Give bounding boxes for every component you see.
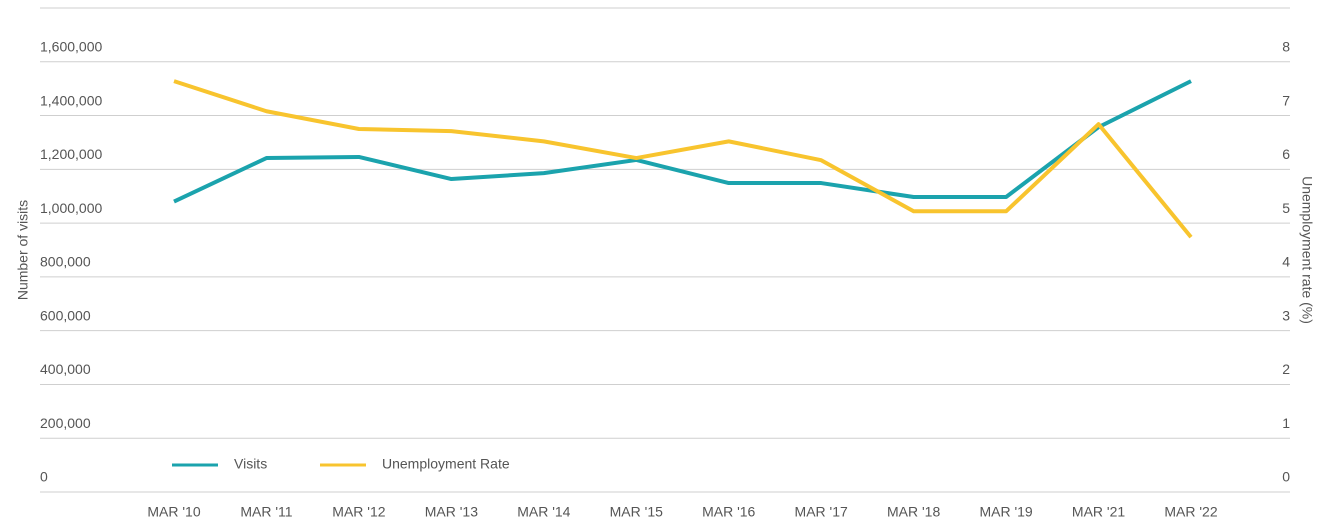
- y2-tick-label: 2: [1282, 361, 1290, 377]
- x-tick-label: MAR '15: [610, 504, 663, 520]
- y-axis-label: Number of visits: [15, 200, 31, 300]
- x-tick-label: MAR '21: [1072, 504, 1125, 520]
- x-tick-label: MAR '18: [887, 504, 940, 520]
- series-line: [173, 79, 1192, 204]
- x-tick-label: MAR '12: [332, 504, 385, 520]
- y2-tick-label: 1: [1282, 415, 1290, 431]
- legend-label: Visits: [234, 456, 267, 472]
- y-tick-label: 1,600,000: [40, 38, 102, 54]
- x-tick-label: MAR '16: [702, 504, 755, 520]
- y-tick-label: 200,000: [40, 415, 91, 431]
- y-tick-label: 400,000: [40, 361, 91, 377]
- series-line: [173, 79, 1193, 239]
- x-tick-label: MAR '22: [1164, 504, 1217, 520]
- y2-tick-label: 5: [1282, 200, 1290, 216]
- x-tick-label: MAR '14: [517, 504, 570, 520]
- y2-tick-label: 3: [1282, 307, 1290, 323]
- y-tick-label: 600,000: [40, 307, 91, 323]
- y-tick-label: 1,200,000: [40, 146, 102, 162]
- y2-axis-label: Unemployment rate (%): [1299, 176, 1315, 324]
- y2-tick-label: 6: [1282, 146, 1290, 162]
- x-tick-label: MAR '19: [979, 504, 1032, 520]
- x-tick-label: MAR '10: [147, 504, 200, 520]
- y2-tick-label: 8: [1282, 38, 1290, 54]
- y-tick-label: 0: [40, 469, 48, 485]
- x-tick-label: MAR '17: [795, 504, 848, 520]
- y-tick-label: 1,000,000: [40, 200, 102, 216]
- y-tick-label: 1,400,000: [40, 92, 102, 108]
- legend-label: Unemployment Rate: [382, 456, 510, 472]
- y2-tick-label: 4: [1282, 254, 1290, 270]
- y-tick-label: 800,000: [40, 254, 91, 270]
- x-tick-label: MAR '13: [425, 504, 478, 520]
- y2-tick-label: 7: [1282, 92, 1290, 108]
- x-tick-label: MAR '11: [240, 504, 292, 520]
- y2-tick-label: 0: [1282, 469, 1290, 485]
